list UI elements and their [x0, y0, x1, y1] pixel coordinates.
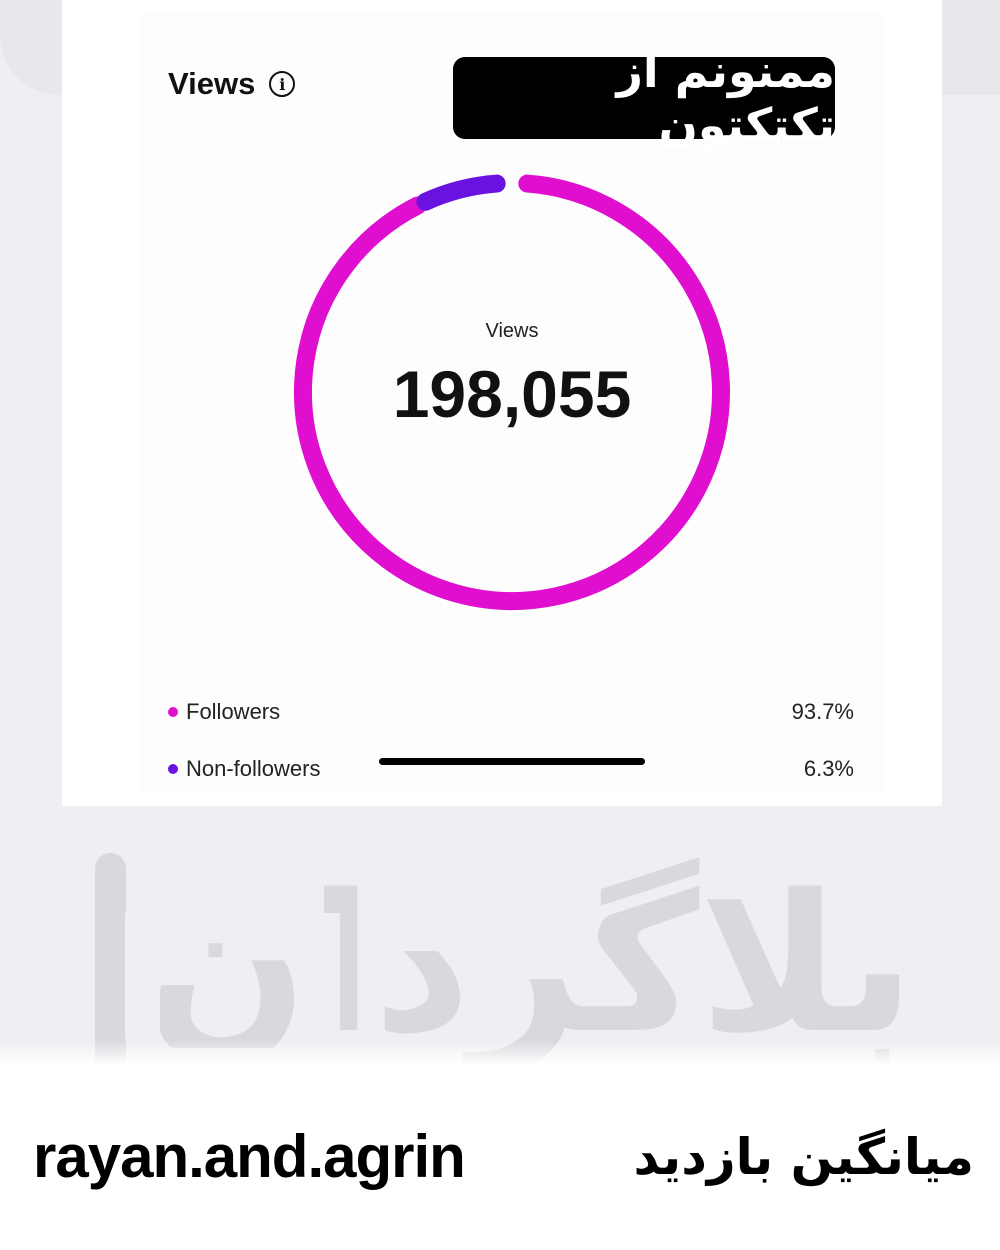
footer-area [0, 1040, 1000, 1250]
legend-label: Non-followers [186, 756, 321, 781]
watermark-text: بلاگردان [145, 854, 915, 1075]
thanks-banner: ممنونم از تکتکتون [453, 44, 835, 152]
caption: میانگین بازدید [633, 1128, 974, 1186]
donut-center-value: 198,055 [392, 357, 632, 431]
donut-slice-non-followers [416, 174, 506, 211]
views-header: Views i [168, 66, 296, 102]
non-followers-percent: 6.3% [803, 756, 854, 781]
legend-followers: Followers [168, 699, 280, 725]
views-title: Views [168, 66, 256, 101]
non-followers-dot [168, 764, 178, 774]
donut-slice-followers [294, 174, 730, 610]
legend-non-followers: Non-followers [168, 756, 321, 782]
followers-dot [168, 707, 178, 717]
watermark-logo: بلاگردان [95, 850, 915, 1083]
username: rayan.and.agrin [33, 1123, 466, 1190]
legend-label: Followers [186, 699, 281, 724]
donut-center-label: Views [485, 320, 539, 342]
followers-percent: 93.7% [791, 699, 854, 724]
home-indicator[interactable] [379, 758, 645, 765]
info-icon[interactable]: i [269, 71, 296, 97]
views-donut-chart [294, 174, 730, 610]
